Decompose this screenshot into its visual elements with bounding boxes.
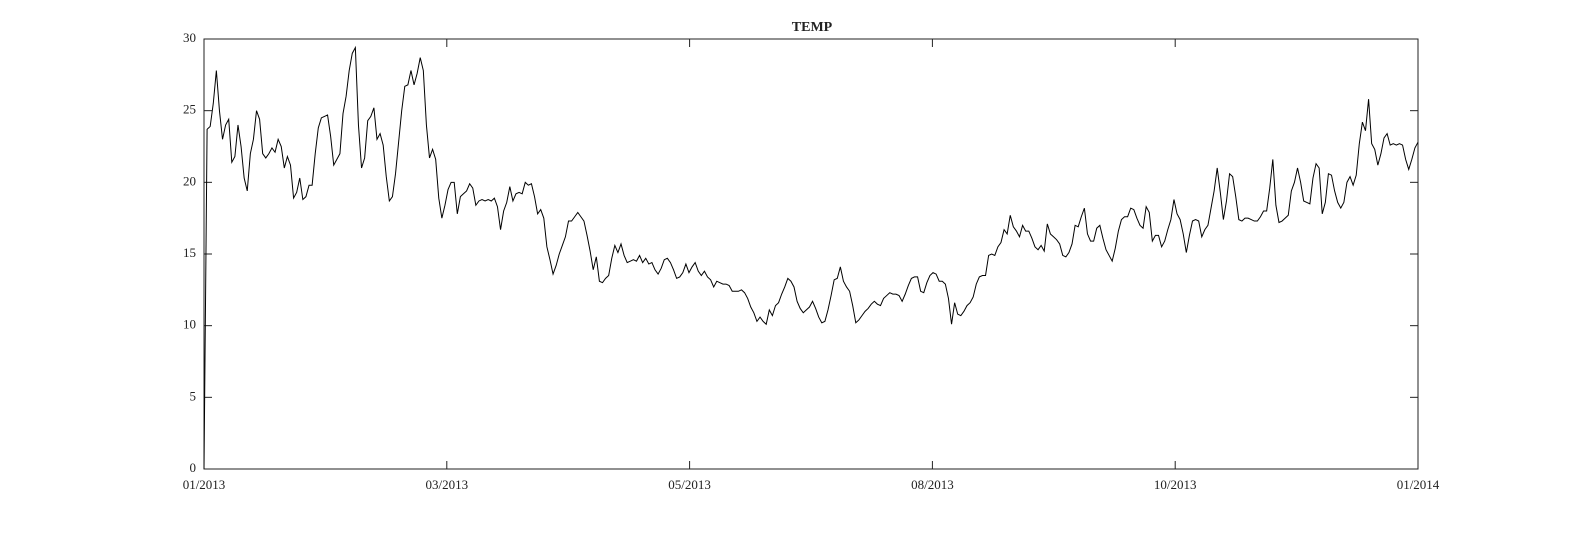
y-tick-label: 5 [190,388,197,403]
plot-frame [203,38,1419,470]
chart-title: TEMP [792,20,833,35]
y-tick-label: 30 [183,30,196,45]
x-tick-label: 08/2013 [911,477,954,492]
x-tick-label: 10/2013 [1154,477,1197,492]
y-tick-label: 0 [190,460,197,475]
y-tick-label: 20 [183,173,196,188]
x-tick-label: 01/2014 [1397,477,1440,492]
x-tick-label: 03/2013 [425,477,468,492]
series-line [203,45,1419,470]
y-tick-label: 15 [183,245,196,260]
x-tick-label: 01/2013 [183,477,226,492]
y-tick-label: 10 [183,317,196,332]
x-tick-label: 05/2013 [668,477,711,492]
y-tick-label: 25 [183,102,196,117]
